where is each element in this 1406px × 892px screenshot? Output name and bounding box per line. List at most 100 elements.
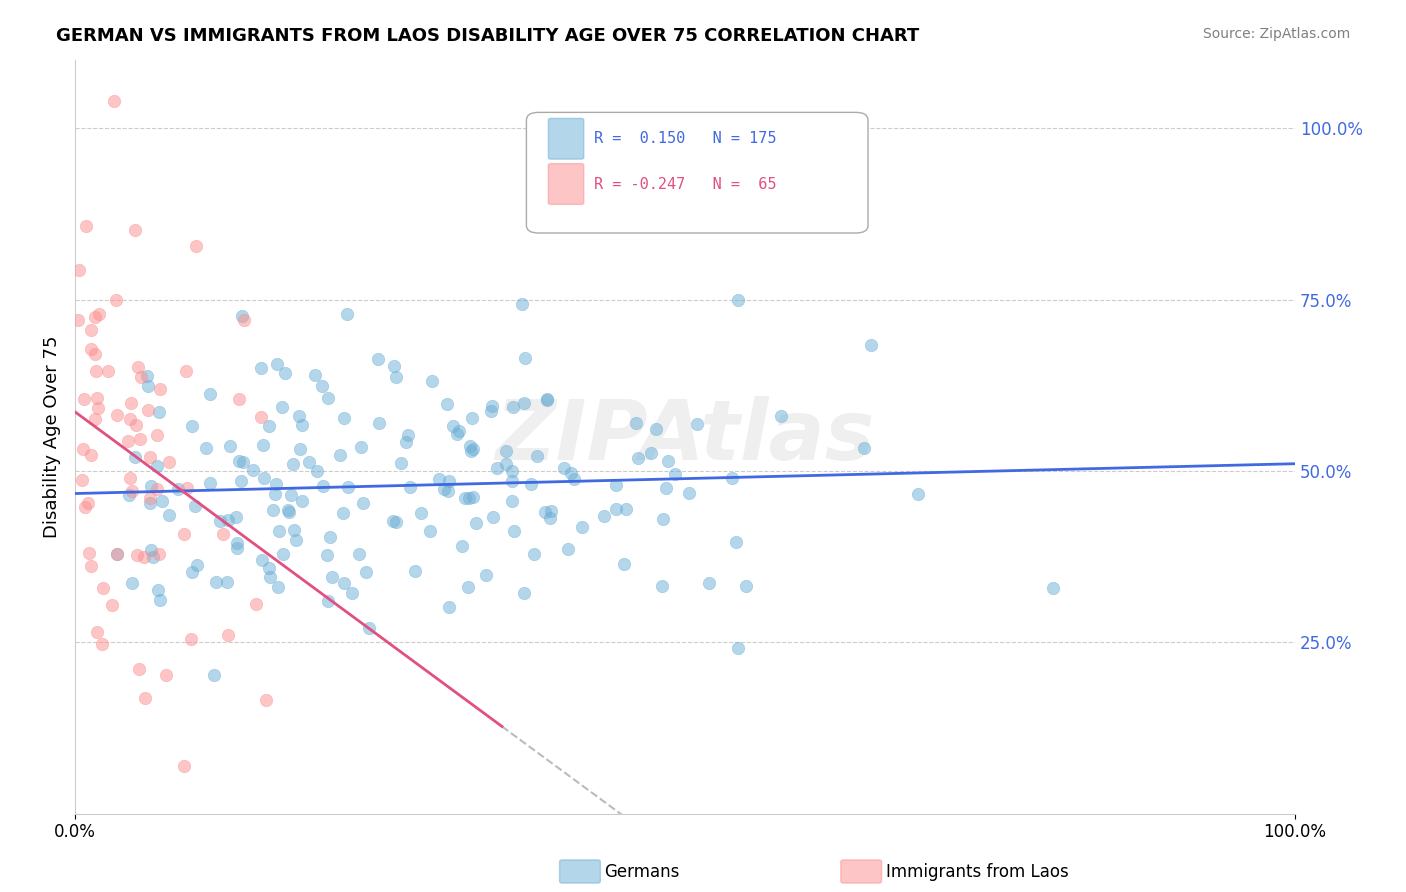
Point: [332, 411, 354, 425]
Point: [640, 446, 662, 460]
Point: [721, 471, 744, 485]
Point: [852, 442, 875, 456]
Point: [409, 506, 432, 520]
Point: [173, 527, 195, 541]
Point: [859, 338, 882, 352]
Point: [441, 419, 464, 434]
Point: [80, 558, 103, 573]
Point: [252, 438, 274, 452]
Point: [148, 547, 170, 561]
Point: [288, 409, 311, 424]
Point: [315, 548, 337, 562]
Point: [562, 472, 585, 486]
Point: [87, 307, 110, 321]
Point: [463, 490, 485, 504]
Point: [259, 560, 281, 574]
Point: [117, 434, 139, 448]
Point: [536, 393, 558, 408]
Point: [501, 494, 523, 508]
Point: [614, 501, 637, 516]
Point: [118, 488, 141, 502]
Point: [225, 510, 247, 524]
Point: [103, 95, 125, 109]
Point: [245, 597, 267, 611]
Point: [501, 464, 523, 478]
Point: [283, 523, 305, 537]
Point: [288, 442, 311, 456]
Point: [1042, 581, 1064, 595]
Point: [305, 464, 328, 478]
Point: [727, 293, 749, 307]
Point: [184, 239, 207, 253]
Point: [127, 359, 149, 374]
Point: [105, 547, 128, 561]
Point: [436, 483, 458, 498]
Point: [146, 428, 169, 442]
Point: [250, 360, 273, 375]
Text: Germans: Germans: [605, 863, 681, 881]
Point: [252, 553, 274, 567]
Point: [485, 460, 508, 475]
Point: [446, 427, 468, 442]
Point: [167, 482, 190, 496]
Point: [367, 351, 389, 366]
Text: Immigrants from Laos: Immigrants from Laos: [886, 863, 1069, 881]
Point: [342, 586, 364, 600]
Point: [232, 455, 254, 469]
Point: [67, 262, 90, 277]
Point: [495, 443, 517, 458]
Point: [280, 488, 302, 502]
Point: [368, 416, 391, 430]
Point: [271, 547, 294, 561]
Point: [136, 379, 159, 393]
Point: [724, 535, 747, 549]
Point: [907, 486, 929, 500]
Point: [125, 548, 148, 562]
Point: [195, 441, 218, 455]
Point: [124, 223, 146, 237]
Point: [181, 418, 204, 433]
Point: [80, 323, 103, 337]
Point: [131, 369, 153, 384]
Point: [249, 409, 271, 424]
Point: [553, 461, 575, 475]
Point: [395, 435, 418, 450]
Point: [454, 491, 477, 505]
Point: [142, 550, 165, 565]
Y-axis label: Disability Age Over 75: Disability Age Over 75: [44, 335, 60, 538]
Point: [157, 508, 180, 522]
Point: [398, 428, 420, 442]
Point: [605, 478, 627, 492]
Point: [75, 219, 97, 234]
Point: [226, 535, 249, 549]
Point: [657, 454, 679, 468]
Point: [146, 482, 169, 496]
Point: [481, 399, 503, 413]
Point: [149, 382, 172, 396]
Point: [139, 496, 162, 510]
Point: [384, 515, 406, 529]
Point: [463, 442, 485, 456]
Point: [352, 496, 374, 510]
Point: [337, 480, 360, 494]
Point: [226, 541, 249, 555]
Point: [97, 364, 120, 378]
Point: [211, 527, 233, 541]
Point: [264, 486, 287, 500]
Point: [318, 391, 340, 405]
Point: [347, 547, 370, 561]
Point: [271, 400, 294, 414]
Point: [121, 483, 143, 498]
Point: [128, 662, 150, 676]
Point: [664, 467, 686, 482]
Point: [149, 593, 172, 607]
Point: [457, 491, 479, 506]
Point: [72, 442, 94, 457]
Point: [735, 579, 758, 593]
Point: [146, 458, 169, 473]
Point: [146, 583, 169, 598]
Point: [437, 474, 460, 488]
Text: R =  0.150   N = 175: R = 0.150 N = 175: [593, 131, 776, 146]
Point: [419, 524, 441, 538]
Point: [80, 342, 103, 356]
